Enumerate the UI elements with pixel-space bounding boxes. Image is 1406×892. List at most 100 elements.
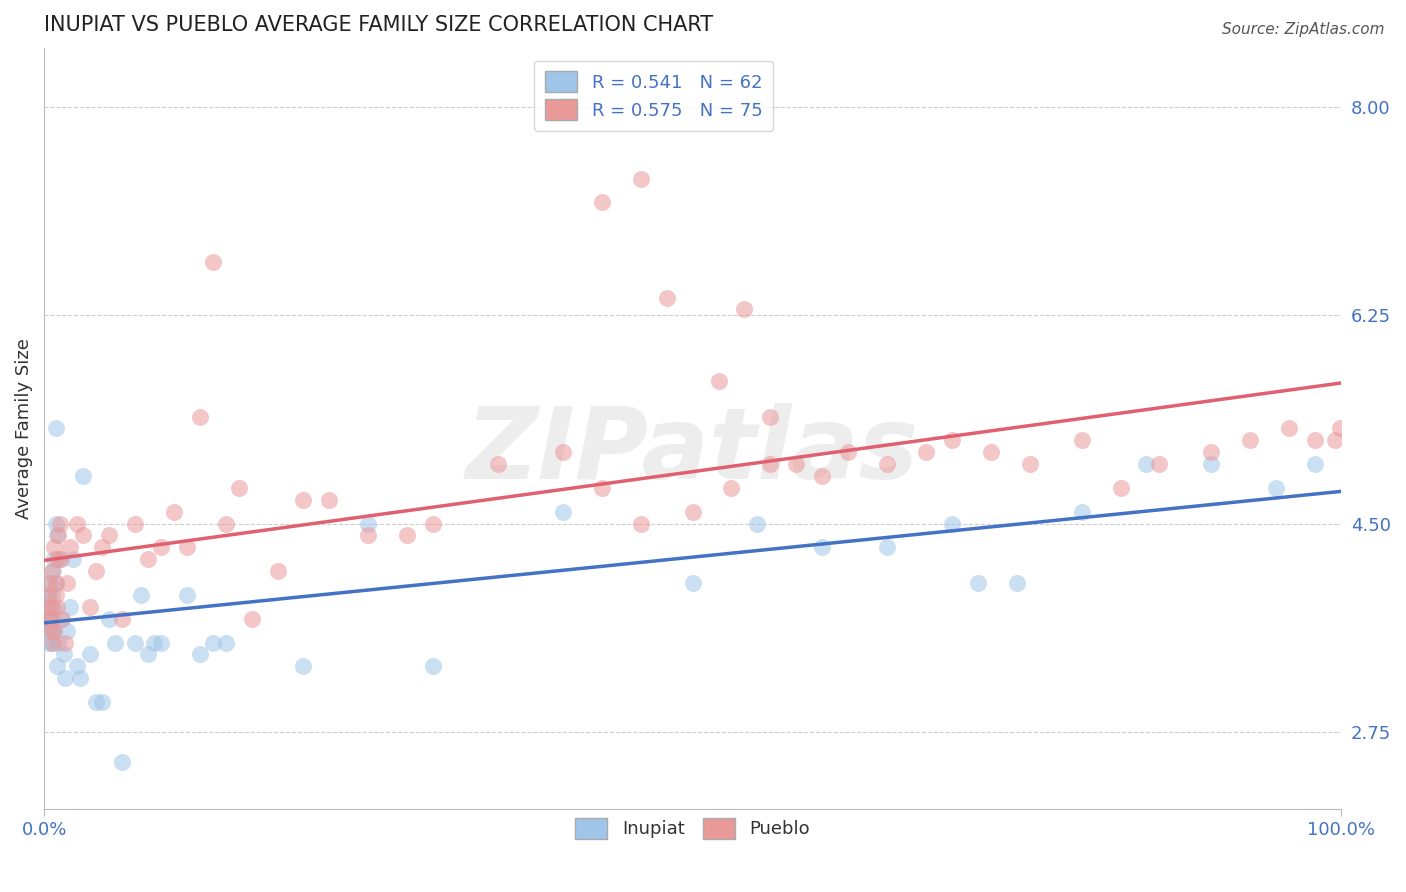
Point	[941, 434, 963, 448]
Point	[1005, 576, 1028, 591]
Point	[486, 457, 509, 471]
Point	[91, 541, 114, 555]
Point	[59, 541, 82, 555]
Point	[69, 671, 91, 685]
Point	[39, 635, 62, 649]
Point	[630, 516, 652, 531]
Point	[38, 576, 60, 591]
Point	[41, 624, 63, 638]
Point	[37, 624, 59, 638]
Point	[38, 635, 60, 649]
Point	[41, 588, 63, 602]
Point	[136, 648, 159, 662]
Point	[41, 564, 63, 578]
Text: Source: ZipAtlas.com: Source: ZipAtlas.com	[1222, 22, 1385, 37]
Point	[707, 374, 730, 388]
Point	[104, 635, 127, 649]
Point	[396, 528, 419, 542]
Point	[551, 505, 574, 519]
Point	[53, 671, 76, 685]
Point	[967, 576, 990, 591]
Point	[45, 516, 67, 531]
Point	[45, 576, 67, 591]
Point	[228, 481, 250, 495]
Point	[1201, 457, 1223, 471]
Point	[45, 588, 67, 602]
Point	[1201, 445, 1223, 459]
Point	[38, 576, 60, 591]
Point	[46, 528, 69, 542]
Point	[1070, 434, 1092, 448]
Point	[1265, 481, 1288, 495]
Point	[876, 457, 898, 471]
Point	[188, 409, 211, 424]
Point	[163, 505, 186, 519]
Point	[1329, 421, 1351, 435]
Point	[811, 469, 834, 483]
Point	[51, 612, 73, 626]
Point	[266, 564, 288, 578]
Point	[630, 171, 652, 186]
Point	[747, 516, 769, 531]
Point	[292, 492, 315, 507]
Point	[42, 564, 65, 578]
Point	[65, 516, 87, 531]
Point	[131, 588, 153, 602]
Point	[124, 635, 146, 649]
Point	[176, 541, 198, 555]
Point	[53, 635, 76, 649]
Point	[591, 195, 613, 210]
Text: INUPIAT VS PUEBLO AVERAGE FAMILY SIZE CORRELATION CHART: INUPIAT VS PUEBLO AVERAGE FAMILY SIZE CO…	[44, 15, 713, 35]
Point	[91, 695, 114, 709]
Point	[46, 599, 69, 614]
Point	[759, 409, 782, 424]
Point	[42, 635, 65, 649]
Point	[136, 552, 159, 566]
Point	[65, 659, 87, 673]
Point	[49, 612, 72, 626]
Point	[591, 481, 613, 495]
Point	[149, 635, 172, 649]
Point	[39, 624, 62, 638]
Point	[1239, 434, 1261, 448]
Text: ZIPatlas: ZIPatlas	[465, 403, 920, 500]
Point	[48, 635, 70, 649]
Point	[46, 552, 69, 566]
Point	[915, 445, 938, 459]
Point	[44, 552, 66, 566]
Point	[1278, 421, 1301, 435]
Point	[1303, 457, 1326, 471]
Point	[97, 612, 120, 626]
Point	[37, 612, 59, 626]
Point	[837, 445, 859, 459]
Point	[292, 659, 315, 673]
Point	[97, 528, 120, 542]
Point	[422, 516, 444, 531]
Point	[84, 695, 107, 709]
Point	[876, 541, 898, 555]
Point	[56, 576, 79, 591]
Point	[44, 624, 66, 638]
Point	[37, 588, 59, 602]
Point	[357, 528, 380, 542]
Point	[785, 457, 807, 471]
Point	[124, 516, 146, 531]
Point	[48, 516, 70, 531]
Point	[188, 648, 211, 662]
Point	[422, 659, 444, 673]
Point	[49, 552, 72, 566]
Point	[357, 516, 380, 531]
Point	[38, 612, 60, 626]
Point	[215, 516, 238, 531]
Point	[48, 528, 70, 542]
Point	[551, 445, 574, 459]
Point	[46, 659, 69, 673]
Point	[1149, 457, 1171, 471]
Point	[682, 576, 704, 591]
Point	[149, 541, 172, 555]
Point	[35, 599, 58, 614]
Point	[35, 599, 58, 614]
Point	[143, 635, 166, 649]
Point	[45, 421, 67, 435]
Point	[682, 505, 704, 519]
